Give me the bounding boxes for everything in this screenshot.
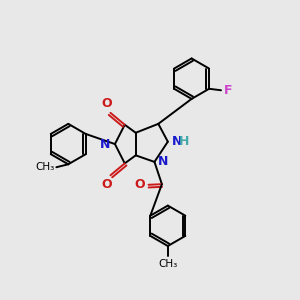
Text: N: N [158,155,168,168]
Text: N: N [100,138,110,151]
Text: CH₃: CH₃ [35,162,55,172]
Text: CH₃: CH₃ [158,259,178,269]
Text: O: O [102,178,112,191]
Text: O: O [102,97,112,110]
Text: F: F [224,84,232,97]
Text: O: O [134,178,145,191]
Text: N: N [171,135,182,148]
Text: H: H [179,135,190,148]
